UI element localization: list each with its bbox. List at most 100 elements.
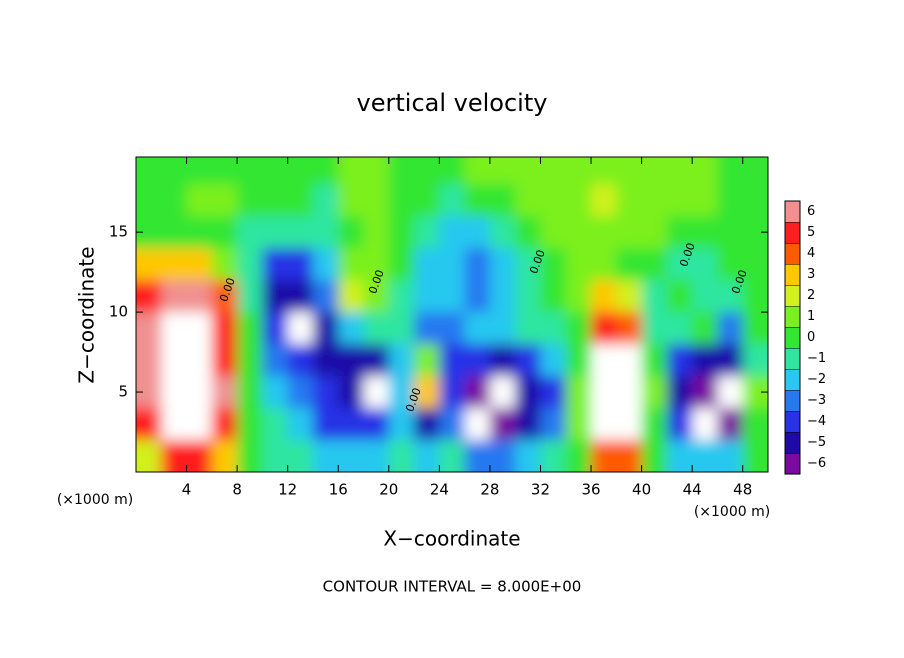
colorbar-label: −5 <box>807 435 826 450</box>
cell <box>237 376 263 409</box>
cell <box>186 408 213 441</box>
cell <box>742 157 768 185</box>
cell <box>565 248 592 281</box>
y-tick-label: 10 <box>109 303 128 321</box>
cell <box>489 344 516 377</box>
cell <box>692 248 718 281</box>
cell <box>565 312 592 345</box>
cell <box>540 280 567 313</box>
cell <box>565 408 592 441</box>
cell <box>414 248 440 281</box>
cell <box>540 216 567 249</box>
cell <box>692 157 718 185</box>
cell <box>464 216 491 249</box>
footer: CONTOUR INTERVAL = 8.000E+00 <box>323 578 582 596</box>
cell <box>717 344 744 377</box>
cell <box>464 157 491 185</box>
cell <box>464 280 491 313</box>
cell <box>136 184 162 217</box>
cell <box>186 344 213 377</box>
colorbar-label: 5 <box>807 225 815 240</box>
cell <box>717 280 744 313</box>
cell <box>616 344 643 377</box>
cell <box>363 440 390 472</box>
cell <box>312 184 339 217</box>
cell <box>388 376 415 409</box>
cell <box>540 184 567 217</box>
cell <box>616 408 643 441</box>
cell <box>262 248 289 281</box>
cell <box>287 216 314 249</box>
colorbar-frame <box>784 200 801 475</box>
cell <box>211 344 238 377</box>
cell <box>237 312 263 345</box>
cell <box>136 408 162 441</box>
cell <box>338 157 365 185</box>
cell <box>565 216 592 249</box>
colorbar-label: 4 <box>807 246 815 261</box>
x-tick-label: 12 <box>278 481 297 499</box>
cell <box>363 408 390 441</box>
cell <box>591 248 617 281</box>
cell <box>565 440 592 472</box>
cell <box>464 408 491 441</box>
cell <box>666 344 693 377</box>
cell <box>666 184 693 217</box>
cell <box>136 157 162 185</box>
cell <box>666 408 693 441</box>
colorbar-swatch <box>784 242 801 265</box>
cell <box>616 312 643 345</box>
cell <box>641 216 668 249</box>
cell <box>616 157 643 185</box>
cell <box>338 408 365 441</box>
colorbar-label: −3 <box>807 393 826 408</box>
cell <box>666 216 693 249</box>
cell <box>666 312 693 345</box>
cell <box>161 184 188 217</box>
chart-title: vertical velocity <box>357 89 548 117</box>
cell <box>262 216 289 249</box>
cell <box>692 216 718 249</box>
cell <box>211 376 238 409</box>
cell <box>363 157 390 185</box>
cell <box>565 344 592 377</box>
colorbar-swatch <box>784 368 801 391</box>
cell <box>616 280 643 313</box>
cell <box>464 344 491 377</box>
cell <box>515 248 541 281</box>
cell <box>363 376 390 409</box>
cell <box>692 344 718 377</box>
cell <box>262 440 289 472</box>
cell <box>312 376 339 409</box>
cell <box>363 248 390 281</box>
cell <box>489 440 516 472</box>
cell <box>388 157 415 185</box>
cell <box>692 376 718 409</box>
cell <box>489 280 516 313</box>
x-tick-label: 36 <box>581 481 600 499</box>
cell <box>414 280 440 313</box>
cell <box>161 157 188 185</box>
colorbar-label: −2 <box>807 372 826 387</box>
cell <box>641 184 668 217</box>
cell <box>742 184 768 217</box>
cells <box>136 157 768 472</box>
cell <box>439 157 466 185</box>
cell <box>591 408 617 441</box>
cell <box>186 216 213 249</box>
cell <box>540 312 567 345</box>
cell <box>186 440 213 472</box>
x-tick-label: 48 <box>733 481 752 499</box>
cell <box>641 376 668 409</box>
cell <box>439 344 466 377</box>
cell <box>262 157 289 185</box>
cell <box>287 376 314 409</box>
cell <box>717 408 744 441</box>
cell <box>717 184 744 217</box>
cell <box>338 184 365 217</box>
cell <box>692 184 718 217</box>
cell <box>439 280 466 313</box>
cell <box>161 248 188 281</box>
cell <box>237 280 263 313</box>
cell <box>540 157 567 185</box>
